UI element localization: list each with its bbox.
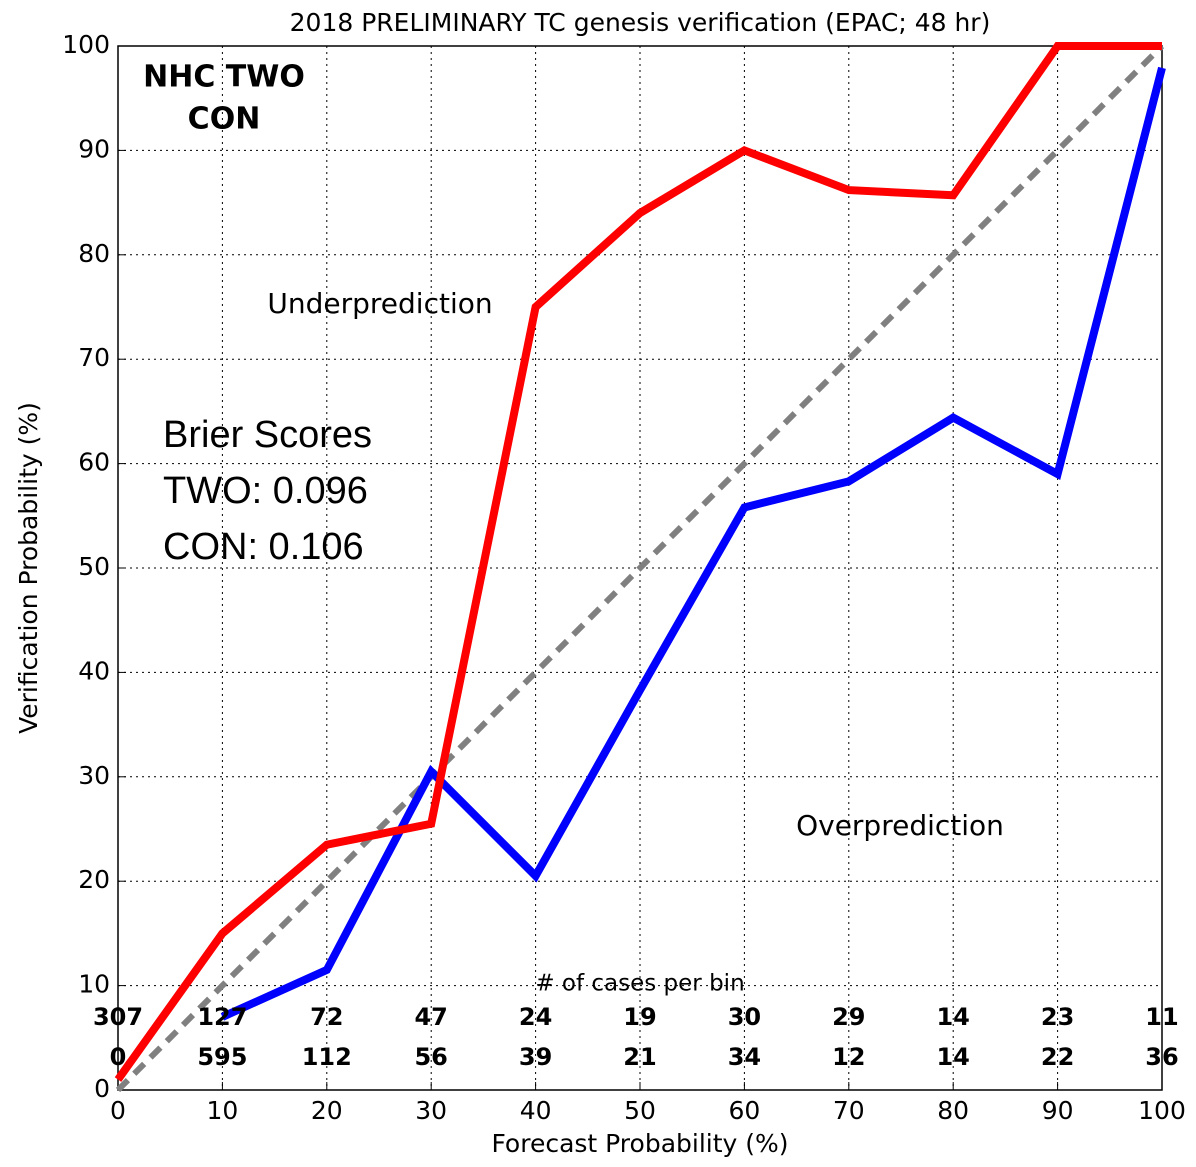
y-tick-label: 20 xyxy=(78,865,110,894)
cases-label: # of cases per bin xyxy=(535,971,744,997)
legend-entry: CON xyxy=(188,102,261,137)
case-count: 30 xyxy=(728,1003,761,1031)
chart-title: 2018 PRELIMINARY TC genesis verification… xyxy=(290,8,991,37)
case-count: 72 xyxy=(310,1003,343,1031)
brier-score: Brier Scores xyxy=(163,414,372,456)
y-tick-label: 70 xyxy=(78,343,110,372)
x-axis-label: Forecast Probability (%) xyxy=(491,1129,788,1158)
brier-score: CON: 0.106 xyxy=(163,526,364,568)
y-tick-label: 50 xyxy=(78,552,110,581)
x-tick-label: 100 xyxy=(1138,1096,1186,1125)
case-count: 36 xyxy=(1145,1043,1178,1071)
x-tick-label: 90 xyxy=(1042,1096,1074,1125)
x-tick-label: 70 xyxy=(833,1096,865,1125)
case-count: 14 xyxy=(936,1003,969,1031)
y-axis-label: Verification Probability (%) xyxy=(14,402,43,734)
y-tick-label: 40 xyxy=(78,656,110,685)
series-line xyxy=(114,42,1162,1082)
case-count: 29 xyxy=(832,1003,865,1031)
y-tick-label: 90 xyxy=(78,134,110,163)
case-count: 39 xyxy=(519,1043,552,1071)
case-count: 34 xyxy=(728,1043,761,1071)
case-count: 595 xyxy=(197,1043,247,1071)
x-tick-label: 50 xyxy=(624,1096,656,1125)
x-tick-label: 30 xyxy=(415,1096,447,1125)
case-count: 56 xyxy=(414,1043,447,1071)
y-tick-label: 60 xyxy=(78,448,110,477)
case-count: 21 xyxy=(623,1043,656,1071)
brier-score: TWO: 0.096 xyxy=(163,470,368,512)
case-count: 127 xyxy=(197,1003,247,1031)
series-line xyxy=(220,66,1166,1021)
y-tick-label: 30 xyxy=(78,761,110,790)
case-count: 22 xyxy=(1041,1043,1074,1071)
plot-frame xyxy=(117,45,1163,1091)
case-count: 47 xyxy=(414,1003,447,1031)
case-count: 12 xyxy=(832,1043,865,1071)
case-count: 23 xyxy=(1041,1003,1074,1031)
x-tick-label: 60 xyxy=(728,1096,760,1125)
legend-entry: NHC TWO xyxy=(143,60,305,95)
y-tick-label: 0 xyxy=(94,1074,110,1103)
case-count: 19 xyxy=(623,1003,656,1031)
x-tick-label: 40 xyxy=(520,1096,552,1125)
y-tick-label: 80 xyxy=(78,239,110,268)
y-tick-label: 100 xyxy=(62,30,110,59)
x-tick-label: 80 xyxy=(937,1096,969,1125)
case-count: 0 xyxy=(110,1043,127,1071)
annotation: Underprediction xyxy=(267,287,492,320)
x-tick-label: 20 xyxy=(311,1096,343,1125)
x-tick-label: 0 xyxy=(110,1096,126,1125)
case-count: 14 xyxy=(936,1043,969,1071)
perfect-reliability-line xyxy=(115,43,1165,1093)
y-tick-label: 10 xyxy=(78,970,110,999)
case-count: 307 xyxy=(93,1003,143,1031)
case-count: 24 xyxy=(519,1003,552,1031)
case-count: 112 xyxy=(302,1043,352,1071)
x-tick-label: 10 xyxy=(206,1096,238,1125)
case-count: 11 xyxy=(1145,1003,1178,1031)
annotation: Overprediction xyxy=(796,809,1004,842)
